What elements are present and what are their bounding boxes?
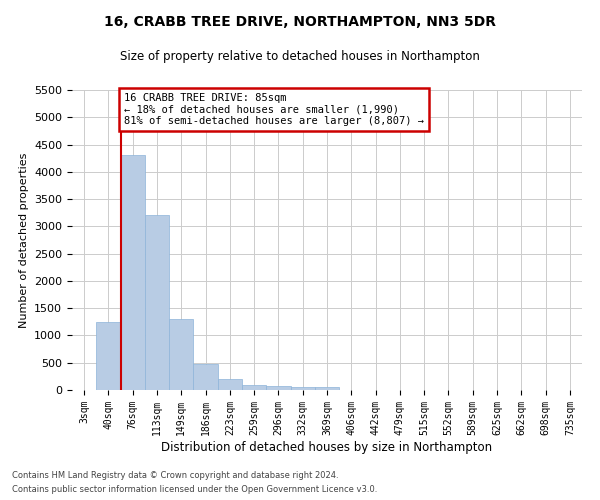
Text: Size of property relative to detached houses in Northampton: Size of property relative to detached ho… [120,50,480,63]
Bar [169,319,193,390]
Bar [193,364,218,390]
Bar [242,384,266,390]
Text: Contains HM Land Registry data © Crown copyright and database right 2024.: Contains HM Land Registry data © Crown c… [12,470,338,480]
Bar [315,388,339,390]
Bar [145,216,169,390]
Bar [96,322,121,390]
X-axis label: Distribution of detached houses by size in Northampton: Distribution of detached houses by size … [161,440,493,454]
Bar [290,386,315,390]
Bar [218,379,242,390]
Y-axis label: Number of detached properties: Number of detached properties [19,152,29,328]
Bar [266,386,290,390]
Bar [121,156,145,390]
Text: Contains public sector information licensed under the Open Government Licence v3: Contains public sector information licen… [12,486,377,494]
Text: 16, CRABB TREE DRIVE, NORTHAMPTON, NN3 5DR: 16, CRABB TREE DRIVE, NORTHAMPTON, NN3 5… [104,15,496,29]
Text: 16 CRABB TREE DRIVE: 85sqm
← 18% of detached houses are smaller (1,990)
81% of s: 16 CRABB TREE DRIVE: 85sqm ← 18% of deta… [124,92,424,126]
